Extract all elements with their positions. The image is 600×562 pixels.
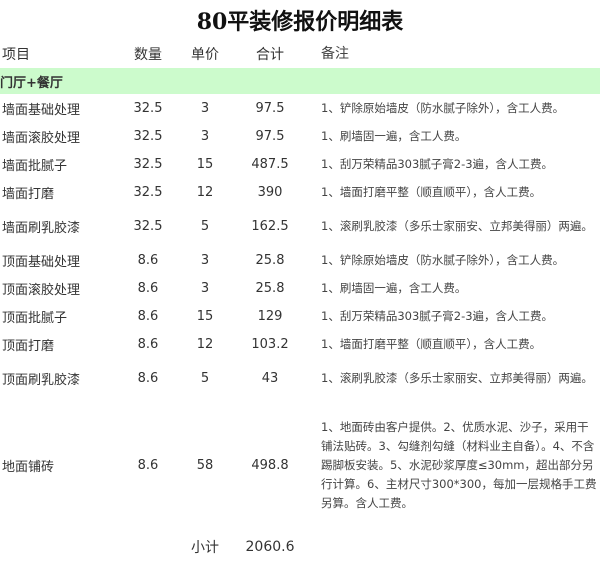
cell-qty: 8.6 <box>137 308 159 324</box>
cell-qty: 8.6 <box>137 336 159 352</box>
section-row: 门厅+餐厅 <box>0 68 600 94</box>
cell-price: 12 <box>196 184 214 200</box>
cell-item: 墙面打磨 <box>2 186 55 202</box>
cell-price: 3 <box>200 280 210 296</box>
cell-price: 58 <box>196 457 214 473</box>
table-row: 墙面基础处理 32.5 3 97.5 1、铲除原始墙皮（防水腻子除外），含工人费。 <box>0 94 600 122</box>
cell-total: 103.2 <box>251 336 289 352</box>
subtotal-row: 小计 2060.6 <box>0 532 600 562</box>
cell-item: 顶面刷乳胶漆 <box>2 372 81 388</box>
table-row: 顶面滚胶处理 8.6 3 25.8 1、刷墙固一遍，含工人费。 <box>0 274 600 302</box>
cell-total: 487.5 <box>251 156 289 172</box>
empty-cell <box>117 532 179 562</box>
cell-total: 25.8 <box>255 280 285 296</box>
cell-qty: 32.5 <box>133 128 163 144</box>
table-row: 墙面打磨 32.5 12 390 1、墙面打磨平整（顺直顺平），含人工费。 <box>0 178 600 206</box>
cell-note: 1、刮万荣精品303腻子膏2-3遍，含人工费。 <box>321 308 554 323</box>
table-row: 墙面刷乳胶漆 32.5 5 162.5 1、滚刷乳胶漆（多乐士家丽安、立邦美得丽）两遍。 <box>0 206 600 246</box>
empty-cell <box>0 532 117 562</box>
subtotal-label: 小计 <box>191 540 219 556</box>
cell-item: 墙面滚胶处理 <box>2 130 81 146</box>
table-row: 顶面打磨 8.6 12 103.2 1、墙面打磨平整（顺直顺平），含人工费。 <box>0 330 600 358</box>
header-price: 单价 <box>191 47 219 63</box>
cell-total: 498.8 <box>251 457 289 473</box>
cell-qty: 32.5 <box>133 100 163 116</box>
cell-note: 1、滚刷乳胶漆（多乐士家丽安、立邦美得丽）两遍。 <box>321 370 593 385</box>
header-row: 项目 数量 单价 合计 备注 <box>0 40 600 68</box>
cell-total: 43 <box>261 370 279 386</box>
cell-item: 顶面滚胶处理 <box>2 282 81 298</box>
cell-price: 3 <box>200 252 210 268</box>
table-row: 顶面批腻子 8.6 15 129 1、刮万荣精品303腻子膏2-3遍，含人工费。 <box>0 302 600 330</box>
cell-qty: 8.6 <box>137 252 159 268</box>
cell-qty: 8.6 <box>137 370 159 386</box>
cell-price: 3 <box>200 128 210 144</box>
cell-item: 墙面基础处理 <box>2 102 81 118</box>
cell-note: 1、刷墙固一遍，含工人费。 <box>321 128 467 143</box>
section-title: 门厅+餐厅 <box>0 68 600 94</box>
quote-table: 项目 数量 单价 合计 备注 门厅+餐厅 墙面基础处理 32.5 3 97.5 1、铲除… <box>0 40 600 562</box>
cell-item: 顶面批腻子 <box>2 310 68 326</box>
cell-item: 墙面批腻子 <box>2 158 68 174</box>
cell-total: 97.5 <box>255 128 285 144</box>
table-row: 顶面刷乳胶漆 8.6 5 43 1、滚刷乳胶漆（多乐士家丽安、立邦美得丽）两遍。 <box>0 358 600 398</box>
cell-qty: 32.5 <box>133 156 163 172</box>
header-item: 项目 <box>2 47 30 63</box>
cell-note: 1、刷墙固一遍，含工人费。 <box>321 280 467 295</box>
cell-note: 1、墙面打磨平整（顺直顺平），含人工费。 <box>321 336 542 351</box>
cell-note: 1、铲除原始墙皮（防水腻子除外），含工人费。 <box>321 252 565 267</box>
cell-total: 129 <box>257 308 283 324</box>
header-qty: 数量 <box>134 47 162 63</box>
cell-item: 墙面刷乳胶漆 <box>2 220 81 236</box>
cell-price: 12 <box>196 336 214 352</box>
cell-price: 15 <box>196 308 214 324</box>
cell-item: 顶面打磨 <box>2 338 55 354</box>
subtotal-value: 2060.6 <box>245 539 295 555</box>
empty-cell <box>309 532 600 562</box>
table-row: 顶面基础处理 8.6 3 25.8 1、铲除原始墙皮（防水腻子除外），含工人费。 <box>0 246 600 274</box>
cell-note: 1、铲除原始墙皮（防水腻子除外），含工人费。 <box>321 100 565 115</box>
cell-qty: 32.5 <box>133 184 163 200</box>
cell-total: 97.5 <box>255 100 285 116</box>
cell-item: 地面铺砖 <box>2 459 55 475</box>
cell-total: 390 <box>257 184 283 200</box>
cell-price: 15 <box>196 156 214 172</box>
cell-price: 5 <box>200 370 210 386</box>
cell-qty: 8.6 <box>137 457 159 473</box>
cell-note: 1、刮万荣精品303腻子膏2-3遍，含人工费。 <box>321 156 554 171</box>
cell-note: 1、滚刷乳胶漆（多乐士家丽安、立邦美得丽）两遍。 <box>321 218 593 233</box>
cell-total: 162.5 <box>251 218 289 234</box>
header-total: 合计 <box>256 47 284 63</box>
header-note: 备注 <box>321 45 349 62</box>
cell-price: 3 <box>200 100 210 116</box>
page-title: 80平装修报价明细表 <box>196 9 404 35</box>
cell-total: 25.8 <box>255 252 285 268</box>
cell-price: 5 <box>200 218 210 234</box>
table-row: 墙面批腻子 32.5 15 487.5 1、刮万荣精品303腻子膏2-3遍，含人工费。 <box>0 150 600 178</box>
cell-item: 顶面基础处理 <box>2 254 81 270</box>
cell-note: 1、地面砖由客户提供。2、优质水泥、沙子，采用干铺法贴砖。3、勾缝剂勾缝（材料业… <box>321 419 597 510</box>
table-row: 墙面滚胶处理 32.5 3 97.5 1、刷墙固一遍，含工人费。 <box>0 122 600 150</box>
cell-note: 1、墙面打磨平整（顺直顺平），含人工费。 <box>321 184 542 199</box>
cell-qty: 32.5 <box>133 218 163 234</box>
table-row: 地面铺砖 8.6 58 498.8 1、地面砖由客户提供。2、优质水泥、沙子，采用干铺法… <box>0 398 600 532</box>
cell-qty: 8.6 <box>137 280 159 296</box>
